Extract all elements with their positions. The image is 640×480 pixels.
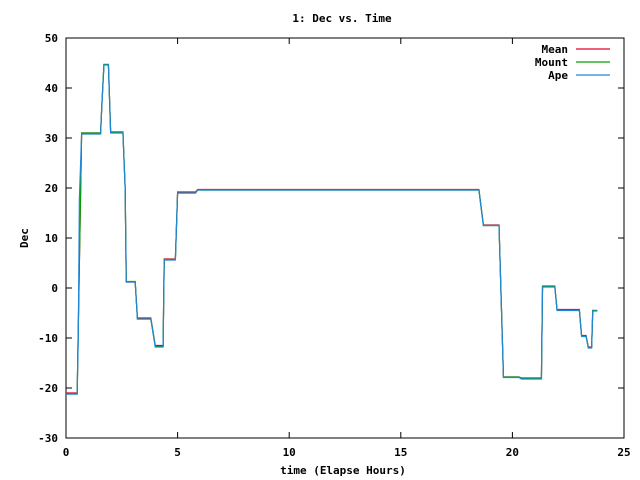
y-axis-label: Dec [18, 228, 31, 248]
y-tick-label: 0 [51, 282, 58, 295]
y-tick-label: 40 [45, 82, 58, 95]
y-tick-label: 30 [45, 132, 58, 145]
series-line-ape [66, 64, 598, 395]
chart-title: 1: Dec vs. Time [292, 12, 392, 25]
series-layer [66, 63, 598, 395]
series-line-mean [66, 63, 598, 394]
legend-label: Ape [548, 69, 568, 82]
x-axis: 0 5 10 15 20 25 [63, 38, 631, 459]
x-axis-label: time (Elapse Hours) [280, 464, 406, 477]
legend-label: Mean [542, 43, 569, 56]
y-tick-label: 20 [45, 182, 58, 195]
y-tick-label: 50 [45, 32, 58, 45]
x-tick-label: 25 [617, 446, 630, 459]
y-axis: -30 -20 -10 0 10 20 30 40 50 [38, 32, 624, 445]
legend-label: Mount [535, 56, 568, 69]
y-tick-label: -30 [38, 432, 58, 445]
y-tick-label: 10 [45, 232, 58, 245]
y-tick-label: -10 [38, 332, 58, 345]
x-tick-label: 20 [506, 446, 519, 459]
series-line-mount [66, 63, 598, 395]
x-tick-label: 10 [283, 446, 296, 459]
x-tick-label: 0 [63, 446, 70, 459]
y-tick-label: -20 [38, 382, 58, 395]
x-tick-label: 15 [394, 446, 407, 459]
x-tick-label: 5 [174, 446, 181, 459]
